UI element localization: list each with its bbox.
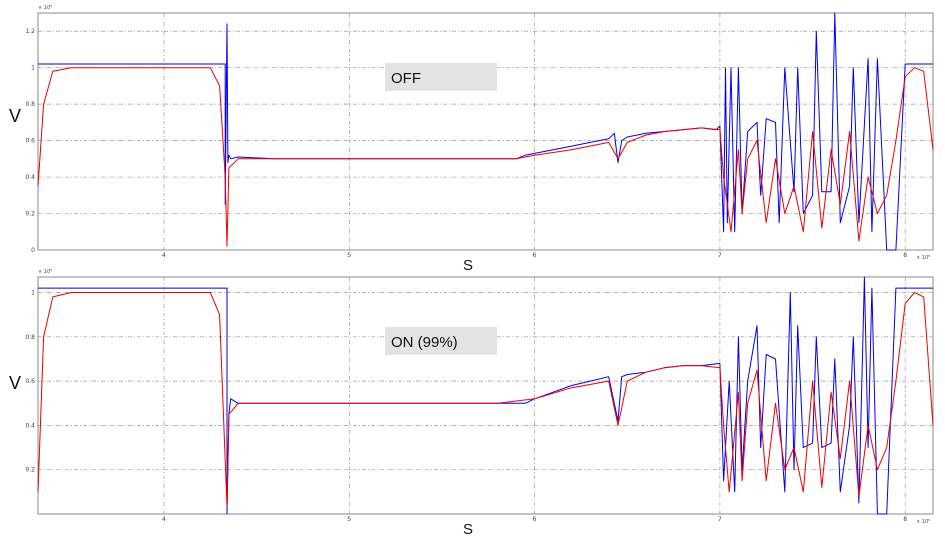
annotation-off: OFF <box>391 70 421 87</box>
plot-area <box>37 12 934 251</box>
y-axis-label: V <box>9 106 21 126</box>
x-tick-label: 4 <box>162 252 166 259</box>
x-tick-label: 7 <box>718 252 722 259</box>
y-tick-label: 1.2 <box>25 28 35 35</box>
y-tick-label: 0.6 <box>25 378 35 385</box>
annotation-box <box>385 327 497 355</box>
y-tick-label: 1 <box>31 65 35 72</box>
y-tick-label: 1 <box>31 290 35 297</box>
series-lines <box>37 276 934 515</box>
plot-area <box>37 276 934 515</box>
tick-labels: 4 5 6 7 8 0.2 0.4 0.6 0.8 1 <box>25 290 907 523</box>
x-tick-label: 6 <box>533 252 537 259</box>
x-tick-label: 4 <box>162 516 166 523</box>
y-tick-label: 0.2 <box>25 211 35 218</box>
y-tick-label: 0.4 <box>25 422 35 429</box>
tick-labels: 4 5 6 7 8 0 0.2 0.4 0.6 0.8 1 1.2 <box>25 28 907 259</box>
x-tick-label: 6 <box>533 516 537 523</box>
y-exponent-label: × 10⁵ <box>38 5 52 11</box>
x-tick-label: 5 <box>347 252 351 259</box>
y-tick-label: 0 <box>31 247 35 254</box>
red-series-line <box>37 292 934 508</box>
x-tick-label: 8 <box>903 516 907 523</box>
on-panel: 4 5 6 7 80.20.40.60.81 × 10⁵ × 10⁵ ON (99%) … <box>9 269 934 538</box>
y-tick-label: 0.2 <box>25 467 35 474</box>
red-series-line <box>37 67 934 247</box>
y-axis-label: V <box>9 373 21 393</box>
x-axis-label: S <box>463 257 473 274</box>
x-tick-label: 8 <box>903 252 907 259</box>
y-exponent-label: × 10⁵ <box>38 269 52 275</box>
y-tick-label: 0.8 <box>25 334 35 341</box>
off-panel: 4 5 6 7 8 0 0.2 0.4 0.6 0.8 1 1.2 × 10⁵ × 10⁵ OFF V… <box>9 5 934 274</box>
y-tick-label: 0.8 <box>25 101 35 108</box>
x-tick-label: 5 <box>347 516 351 523</box>
x-axis-label: S <box>463 521 473 538</box>
y-tick-label: 0.4 <box>25 174 35 181</box>
y-tick-label: 0.6 <box>25 138 35 145</box>
x-exponent-label: × 10⁵ <box>916 255 930 261</box>
x-exponent-label: × 10⁵ <box>916 519 930 525</box>
annotation-on: ON (99%) <box>391 334 458 351</box>
annotation-box <box>385 63 497 91</box>
series-lines <box>37 12 934 251</box>
x-tick-label: 7 <box>718 516 722 523</box>
